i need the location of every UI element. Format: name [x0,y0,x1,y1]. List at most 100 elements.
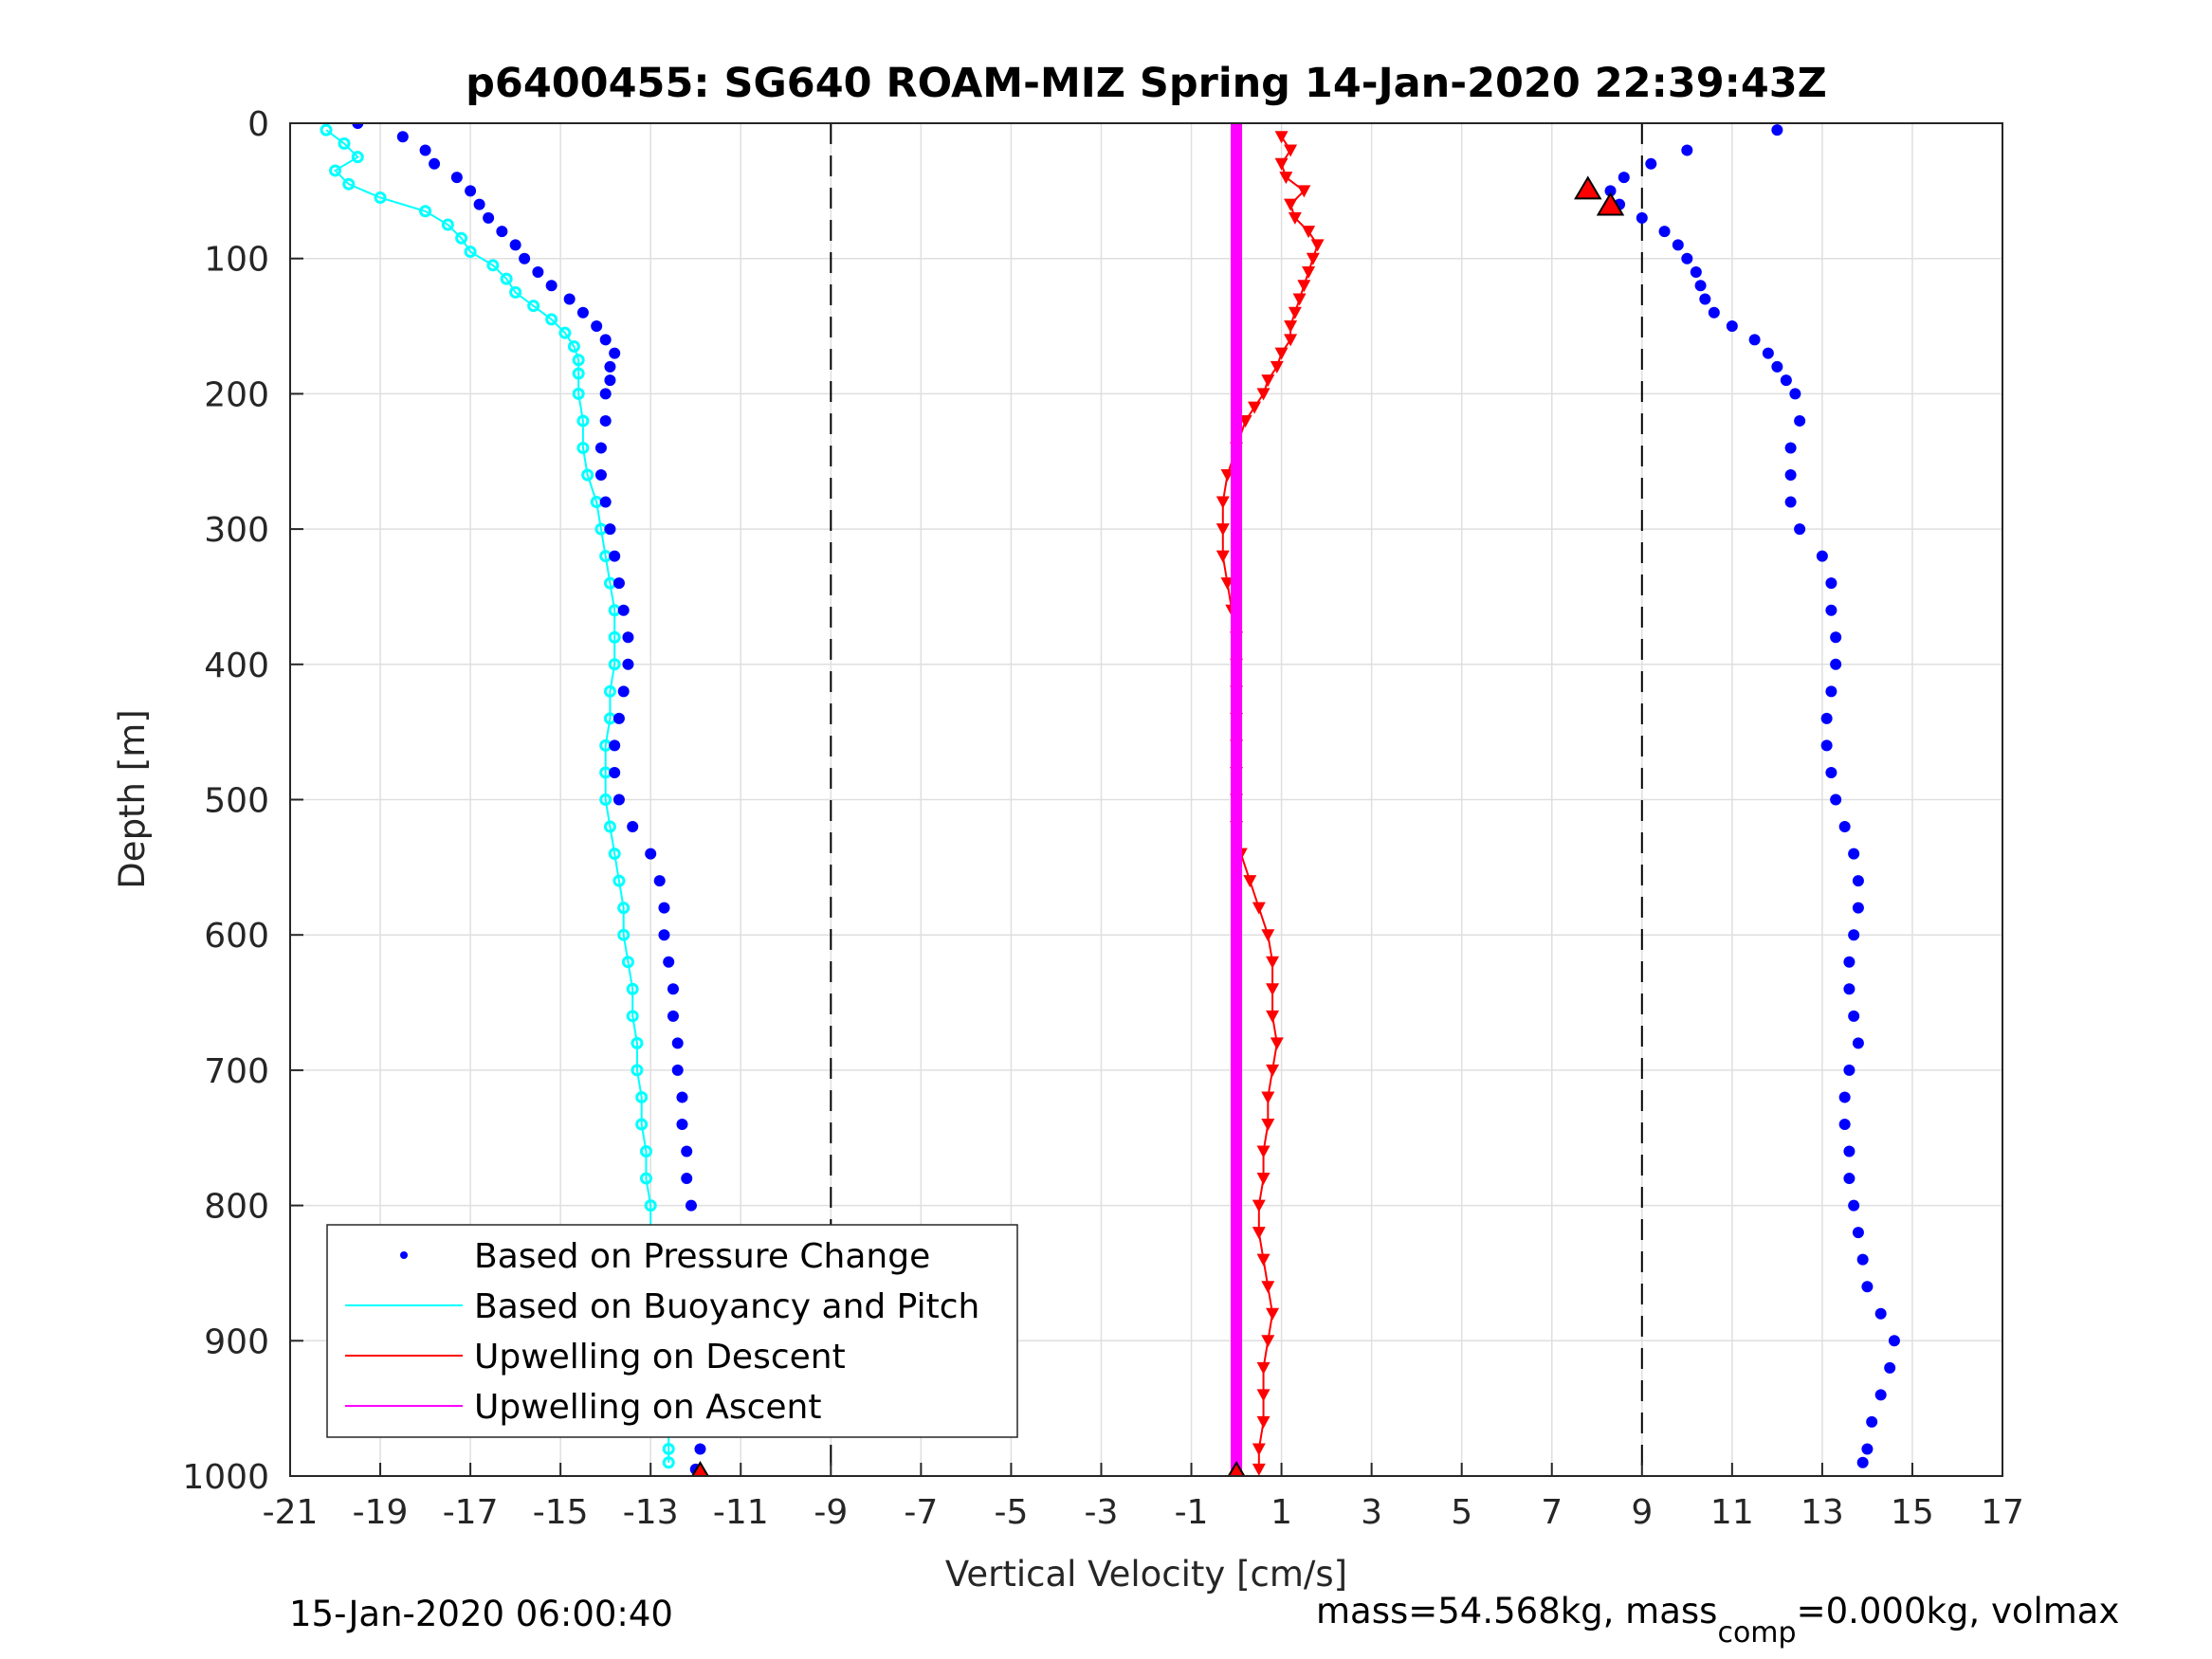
y-tick-label: 900 [204,1322,269,1361]
buoyancy-pitch-point [576,414,590,428]
x-tick-label: -15 [533,1493,589,1532]
pressure-change-point-climb [1843,956,1856,968]
pressure-change-point-climb [1838,1118,1851,1130]
upwelling-descent-point [1256,1389,1271,1402]
footer-mass-sub: comp [1717,1616,1796,1650]
pressure-change-point-dive [599,496,612,508]
x-tick-label: 17 [1981,1493,2024,1532]
pressure-change-point-climb [1681,252,1693,264]
pressure-change-point-dive [609,739,621,752]
y-tick-label: 500 [204,782,269,821]
upwelling-descent-point [1220,577,1234,591]
upwelling-descent-point [1297,185,1311,198]
marker-triangle [1596,191,1625,216]
pressure-change-point-dive [667,983,679,995]
upwelling-descent-point [1248,401,1262,414]
pressure-change-point-climb [1708,306,1720,319]
pressure-change-point-climb [1672,239,1684,251]
pressure-change-point-dive [663,956,675,968]
pressure-change-point-climb [1699,293,1711,305]
upwelling-descent-point [1292,293,1307,306]
pressure-change-point-climb [1830,793,1842,806]
y-tick-label: 0 [247,105,269,144]
pressure-change-point-dive [604,523,616,536]
upwelling-descent-point [1220,469,1234,483]
upwelling-descent-point [1261,1335,1275,1348]
upwelling-descent-point [1252,902,1266,915]
pressure-change-point-climb [1874,1307,1887,1320]
pressure-change-point-dive [509,239,521,251]
upwelling-descent-point [1256,1253,1271,1267]
pressure-change-point-dive [483,211,495,224]
buoyancy-pitch-point [500,272,513,285]
buoyancy-pitch-point [662,1456,675,1469]
upwelling-descent-point [1256,1145,1271,1158]
buoyancy-pitch-point [639,1145,652,1158]
buoyancy-pitch-point [320,123,333,137]
pressure-change-point-climb [1784,442,1797,454]
x-tick-label: -1 [1175,1493,1209,1532]
upwelling-descent-point [1297,280,1311,293]
marker-triangle [691,1461,709,1476]
pressure-change-point-dive [496,226,508,238]
upwelling-descent-point [1284,334,1298,347]
upwelling-descent-point [1216,550,1230,563]
upwelling-descent-point [1284,320,1298,334]
pressure-change-point-climb [1825,685,1837,698]
pressure-change-point-climb [1838,821,1851,833]
pressure-change-point-climb [1852,902,1864,914]
buoyancy-pitch-point [603,684,616,698]
upwelling-descent-point [1284,198,1298,211]
buoyancy-pitch-point [631,1064,644,1077]
buoyancy-pitch-point [617,902,631,915]
buoyancy-pitch-point [639,1172,652,1185]
buoyancy-pitch-point [626,1010,639,1023]
upwelling-descent-point [1252,1227,1266,1240]
buoyancy-pitch-point [572,354,585,367]
upwelling-descent-point [1256,388,1271,401]
pressure-change-point-climb [1748,334,1761,346]
y-tick-label: 800 [204,1188,269,1227]
upwelling-descent-point [1274,157,1289,171]
y-tick-label: 100 [204,241,269,280]
pressure-change-point-climb [1830,631,1842,644]
x-tick-label: -17 [443,1493,499,1532]
pressure-change-point-dive [604,360,616,373]
pressure-change-point-climb [1843,1145,1856,1158]
pressure-change-point-climb [1852,1037,1864,1049]
pressure-change-point-dive [627,821,639,833]
pressure-change-point-dive [658,902,670,914]
legend-swatch-pressure [400,1251,408,1259]
pressure-change-point-dive [612,793,625,806]
pressure-change-point-climb [1690,265,1702,278]
chart-title: p6400455: SG640 ROAM-MIZ Spring 14-Jan-2… [466,60,1827,107]
upwelling-descent-point [1306,252,1320,265]
pressure-change-point-climb [1694,280,1707,292]
series-layer [320,123,1900,1476]
footer-timestamp: 15-Jan-2020 06:00:40 [289,1594,673,1634]
upwelling-descent-point [1274,347,1289,360]
pressure-change-point-climb [1784,496,1797,508]
buoyancy-pitch-point [338,137,351,150]
pressure-change-point-climb [1658,226,1671,238]
pressure-change-point-climb [1771,360,1783,373]
upwelling-descent-point [1216,523,1230,537]
x-tick-label: 15 [1891,1493,1934,1532]
upwelling-descent-point [1256,1361,1271,1375]
footer-mass-text: mass=54.568kg, mass [1316,1591,1717,1632]
buoyancy-pitch-point [662,1442,675,1455]
pressure-change-point-climb [1825,604,1837,616]
pressure-change-point-climb [1645,157,1657,170]
pressure-change-point-dive [671,1037,684,1049]
upwelling-descent-point [1266,1010,1280,1023]
pressure-change-point-climb [1830,658,1842,670]
x-tick-label: -19 [353,1493,409,1532]
buoyancy-pitch-point [581,468,594,482]
buoyancy-pitch-point [572,367,585,380]
upwelling-descent-point [1261,1118,1275,1131]
x-tick-label: 7 [1541,1493,1563,1532]
pressure-change-point-dive [594,442,607,454]
buoyancy-pitch-point [509,285,522,299]
pressure-change-point-climb [1884,1361,1896,1374]
